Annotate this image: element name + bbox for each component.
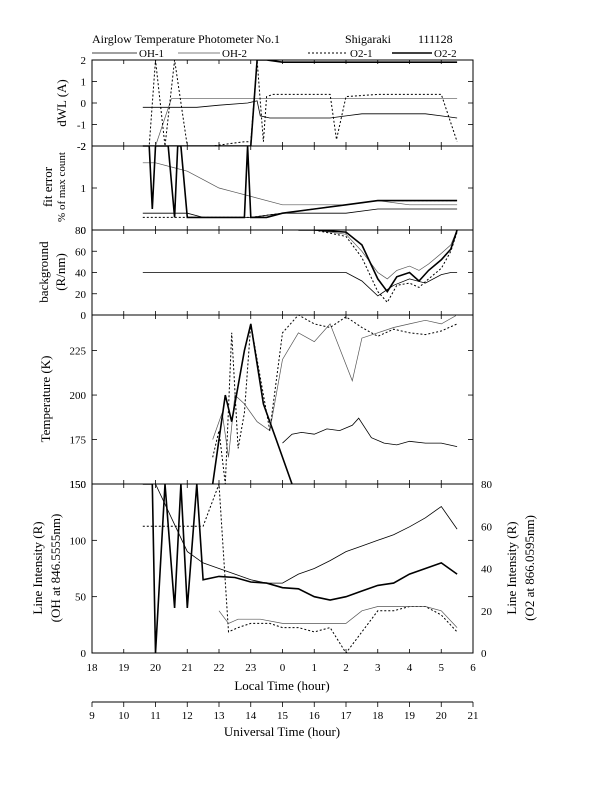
series-line-int-OH-1 xyxy=(142,484,458,584)
fit-ylabel-1: fit error xyxy=(40,166,55,207)
series-line-temp-OH-2 xyxy=(212,315,458,458)
universal-time-tick-label: 14 xyxy=(245,710,257,722)
data-series xyxy=(142,60,458,653)
y-tick-label-dwl: -2 xyxy=(77,141,86,153)
y-tick-label-temp: 200 xyxy=(70,390,87,402)
y-tick-label-bg: 60 xyxy=(75,246,87,258)
y-axis-labels: dWL (A) fit error % of max count backgro… xyxy=(30,79,537,622)
site-name: Shigaraki xyxy=(345,32,392,46)
local-time-tick-label: 3 xyxy=(375,662,381,674)
date-code: 111128 xyxy=(418,32,453,46)
universal-time-tick-label: 9 xyxy=(89,710,95,722)
local-time-tick-label: 22 xyxy=(214,662,225,674)
local-time-tick-label: 5 xyxy=(439,662,445,674)
series-line-dwl-OH-1 xyxy=(142,100,458,119)
y-tick-label-dwl: 0 xyxy=(81,98,87,110)
right-y-tick-label-int: 40 xyxy=(481,564,493,576)
local-time-tick-label: 1 xyxy=(312,662,318,674)
series-line-int-O2-2 xyxy=(142,484,458,653)
y-tick-label-int: 100 xyxy=(70,535,87,547)
chart-title: Airglow Temperature Photometer No.1 xyxy=(92,32,280,46)
bg-ylabel-1: background xyxy=(36,241,51,303)
local-time-tick-label: 19 xyxy=(118,662,130,674)
y-tick-label-int: 150 xyxy=(70,479,87,491)
local-time-tick-label: 0 xyxy=(280,662,286,674)
dwl-ylabel: dWL (A) xyxy=(54,79,69,127)
right-y-tick-label-int: 0 xyxy=(481,648,487,660)
legend-label-OH-2: OH-2 xyxy=(222,48,247,60)
int-ylabel-2: (OH at 846.5555nm) xyxy=(48,514,63,623)
universal-time-tick-label: 17 xyxy=(341,710,353,722)
universal-time-tick-label: 19 xyxy=(404,710,416,722)
int-right-ylabel-2: (O2 at 866.0595nm) xyxy=(522,515,537,621)
right-y-tick-label-int: 80 xyxy=(481,479,493,491)
right-y-tick-label-int: 20 xyxy=(481,606,493,618)
y-tick-label-dwl: -1 xyxy=(77,120,86,132)
y-tick-label-bg: 0 xyxy=(81,310,87,322)
temp-ylabel: Temperature (K) xyxy=(38,356,53,443)
int-right-ylabel-1: Line Intensity (R) xyxy=(504,521,519,614)
local-time-label: Local Time (hour) xyxy=(234,678,329,693)
series-line-temp-O2-2 xyxy=(211,323,293,484)
universal-time-tick-label: 12 xyxy=(182,710,193,722)
right-y-tick-label-int: 60 xyxy=(481,521,493,533)
universal-time-tick-label: 20 xyxy=(436,710,448,722)
universal-time-tick-label: 18 xyxy=(372,710,384,722)
bg-ylabel-2: (R/nm) xyxy=(53,253,68,291)
series-line-dwl-O2-2 xyxy=(142,60,458,146)
y-tick-label-dwl: 2 xyxy=(81,55,87,67)
series-line-dwl-O2-1 xyxy=(142,60,458,146)
series-line-bg-O2-1 xyxy=(298,230,458,304)
series-line-dwl-OH-2 xyxy=(155,98,458,146)
y-tick-label-dwl: 1 xyxy=(81,77,87,89)
universal-time-tick-label: 13 xyxy=(214,710,226,722)
universal-time-tick-label: 10 xyxy=(118,710,130,722)
axis-ticks: 18 19 20 21 22 23 0 1 2 3 4 5 69 10 11 12 13 14 15 16 17 18 19… xyxy=(70,55,493,722)
universal-time-label: Universal Time (hour) xyxy=(224,724,340,739)
series-line-int-O2-1 xyxy=(142,484,458,653)
series-line-bg-O2-2 xyxy=(298,230,458,294)
legend-label-OH-1: OH-1 xyxy=(139,48,164,60)
universal-time-tick-label: 11 xyxy=(150,710,161,722)
y-tick-label-fit: 2 xyxy=(81,141,87,153)
series-line-temp-OH-1 xyxy=(282,417,458,447)
y-tick-label-temp: 175 xyxy=(70,435,87,447)
local-time-tick-label: 6 xyxy=(470,662,476,674)
y-tick-label-fit: 0 xyxy=(81,225,87,237)
panel-frame-dwl xyxy=(91,59,474,147)
series-line-fit-O2-2 xyxy=(142,146,458,219)
local-time-tick-label: 4 xyxy=(407,662,413,674)
universal-time-tick-label: 16 xyxy=(309,710,321,722)
series-line-int-OH-2 xyxy=(218,606,458,628)
series-line-fit-OH-2 xyxy=(142,162,458,206)
y-tick-label-bg: 40 xyxy=(75,268,87,280)
y-tick-label-fit: 1 xyxy=(81,183,87,195)
local-time-tick-label: 20 xyxy=(150,662,162,674)
y-tick-label-int: 0 xyxy=(81,648,87,660)
legend-label-O2-1: O2-1 xyxy=(350,48,373,60)
series-line-bg-OH-2 xyxy=(298,230,458,280)
fit-ylabel-2: % of max count xyxy=(56,152,68,222)
y-tick-label-temp: 150 xyxy=(70,479,87,491)
y-tick-label-bg: 80 xyxy=(75,225,87,237)
universal-time-tick-label: 21 xyxy=(468,710,479,722)
series-line-bg-OH-1 xyxy=(142,272,458,297)
y-tick-label-int: 50 xyxy=(75,592,87,604)
local-time-tick-label: 21 xyxy=(182,662,193,674)
legend: OH-1 OH-2 O2-1 O2-2 xyxy=(92,48,457,60)
local-time-tick-label: 2 xyxy=(343,662,349,674)
y-tick-label-bg: 20 xyxy=(75,289,87,301)
y-tick-label-temp: 225 xyxy=(70,346,87,358)
series-line-temp-O2-1 xyxy=(212,315,458,484)
legend-label-O2-2: O2-2 xyxy=(434,48,457,60)
local-time-tick-label: 18 xyxy=(87,662,99,674)
int-ylabel-1: Line Intensity (R) xyxy=(30,521,45,614)
universal-time-tick-label: 15 xyxy=(277,710,289,722)
local-time-tick-label: 23 xyxy=(245,662,257,674)
